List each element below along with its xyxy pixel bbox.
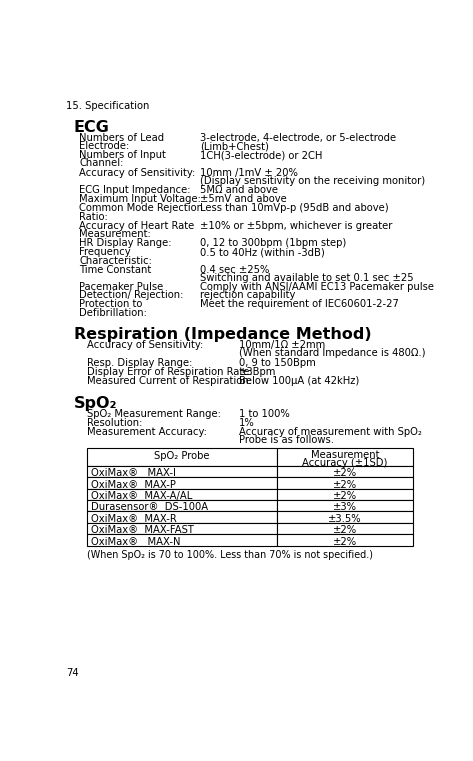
Text: Display Error of Respiration Rate:: Display Error of Respiration Rate: <box>87 367 252 377</box>
Text: Resp. Display Range:: Resp. Display Range: <box>87 358 192 368</box>
Text: Measurement: Measurement <box>311 450 379 460</box>
Text: SpO₂ Measurement Range:: SpO₂ Measurement Range: <box>87 409 220 419</box>
Text: 74: 74 <box>66 668 79 678</box>
Text: Detection/ Rejection:: Detection/ Rejection: <box>79 290 184 300</box>
Text: (When standard Impedance is 480Ω.): (When standard Impedance is 480Ω.) <box>239 349 425 358</box>
Text: Probe is as follows.: Probe is as follows. <box>239 435 334 445</box>
FancyBboxPatch shape <box>277 500 413 511</box>
FancyBboxPatch shape <box>87 500 277 511</box>
FancyBboxPatch shape <box>87 534 277 546</box>
Text: OxiMax®  MAX-R: OxiMax® MAX-R <box>91 514 177 524</box>
Text: Accuracy of measurement with SpO₂: Accuracy of measurement with SpO₂ <box>239 428 421 438</box>
Text: HR Display Range:: HR Display Range: <box>79 238 172 248</box>
Text: Channel:: Channel: <box>79 158 123 168</box>
Text: 0, 12 to 300bpm (1bpm step): 0, 12 to 300bpm (1bpm step) <box>200 238 347 248</box>
Text: Durasensor®  DS-100A: Durasensor® DS-100A <box>91 502 208 512</box>
Text: Respiration (Impedance Method): Respiration (Impedance Method) <box>74 327 371 342</box>
Text: 3-electrode, 4-electrode, or 5-electrode: 3-electrode, 4-electrode, or 5-electrode <box>200 133 396 143</box>
Text: OxiMax®  MAX-P: OxiMax® MAX-P <box>91 479 176 489</box>
Text: Less than 10mVp-p (95dB and above): Less than 10mVp-p (95dB and above) <box>200 203 389 214</box>
Text: Numbers of Lead: Numbers of Lead <box>79 133 165 143</box>
FancyBboxPatch shape <box>277 466 413 477</box>
Text: Pacemaker Pulse: Pacemaker Pulse <box>79 282 164 292</box>
Text: ±2%: ±2% <box>333 537 357 546</box>
Text: Characteristic:: Characteristic: <box>79 256 152 266</box>
Text: ±3.5%: ±3.5% <box>328 514 362 524</box>
Text: (When SpO₂ is 70 to 100%. Less than 70% is not specified.): (When SpO₂ is 70 to 100%. Less than 70% … <box>87 550 373 560</box>
Text: ±2%: ±2% <box>333 491 357 501</box>
Text: OxiMax®  MAX-FAST: OxiMax® MAX-FAST <box>91 525 194 535</box>
Text: ±2%: ±2% <box>333 468 357 478</box>
Text: Accuracy of Sensitivity:: Accuracy of Sensitivity: <box>87 340 203 350</box>
Text: OxiMax®   MAX-N: OxiMax® MAX-N <box>91 537 181 546</box>
FancyBboxPatch shape <box>87 448 277 466</box>
Text: Measurement:: Measurement: <box>79 229 151 239</box>
Text: 0.4 sec ±25%: 0.4 sec ±25% <box>200 265 270 275</box>
FancyBboxPatch shape <box>87 511 277 523</box>
Text: ECG: ECG <box>74 120 110 135</box>
Text: Common Mode Rejection: Common Mode Rejection <box>79 203 203 214</box>
Text: Accuracy (±1SD): Accuracy (±1SD) <box>302 458 388 468</box>
Text: (Display sensitivity on the receiving monitor): (Display sensitivity on the receiving mo… <box>200 176 425 186</box>
FancyBboxPatch shape <box>277 511 413 523</box>
Text: ±3%: ±3% <box>333 502 357 512</box>
Text: Below 100μA (at 42kHz): Below 100μA (at 42kHz) <box>239 376 359 386</box>
Text: 1 to 100%: 1 to 100% <box>239 409 289 419</box>
Text: ±2%: ±2% <box>333 525 357 535</box>
FancyBboxPatch shape <box>277 448 413 466</box>
Text: Accuracy of Sensitivity:: Accuracy of Sensitivity: <box>79 167 195 177</box>
Text: 0.5 to 40Hz (within -3dB): 0.5 to 40Hz (within -3dB) <box>200 247 325 257</box>
Text: 5MΩ and above: 5MΩ and above <box>200 185 278 195</box>
Text: Measured Current of Respiration:: Measured Current of Respiration: <box>87 376 252 386</box>
FancyBboxPatch shape <box>87 477 277 489</box>
Text: ±5mV and above: ±5mV and above <box>200 194 287 204</box>
Text: (Limb+Chest): (Limb+Chest) <box>200 141 269 151</box>
Text: Numbers of Input: Numbers of Input <box>79 150 166 161</box>
Text: Electrode:: Electrode: <box>79 141 130 151</box>
Text: Time Constant: Time Constant <box>79 265 151 275</box>
Text: ±3Bpm: ±3Bpm <box>239 367 276 377</box>
FancyBboxPatch shape <box>87 466 277 477</box>
Text: Resolution:: Resolution: <box>87 418 142 428</box>
Text: 1CH(3-electrode) or 2CH: 1CH(3-electrode) or 2CH <box>200 150 323 161</box>
Text: 15. Specification: 15. Specification <box>66 101 149 111</box>
FancyBboxPatch shape <box>87 489 277 500</box>
FancyBboxPatch shape <box>277 523 413 534</box>
Text: rejection capability: rejection capability <box>200 290 296 300</box>
Text: Meet the requirement of IEC60601-2-27: Meet the requirement of IEC60601-2-27 <box>200 300 399 310</box>
Text: ±2%: ±2% <box>333 479 357 489</box>
FancyBboxPatch shape <box>277 477 413 489</box>
Text: SpO₂: SpO₂ <box>74 396 117 411</box>
Text: Accuracy of Heart Rate: Accuracy of Heart Rate <box>79 221 194 231</box>
Text: 1%: 1% <box>239 418 254 428</box>
Text: Comply with ANSI/AAMI EC13 Pacemaker pulse: Comply with ANSI/AAMI EC13 Pacemaker pul… <box>200 282 434 292</box>
Text: Frequency: Frequency <box>79 247 131 257</box>
Text: Maximum Input Voltage:: Maximum Input Voltage: <box>79 194 201 204</box>
Text: 0, 9 to 150Bpm: 0, 9 to 150Bpm <box>239 358 315 368</box>
FancyBboxPatch shape <box>87 523 277 534</box>
Text: ±10% or ±5bpm, whichever is greater: ±10% or ±5bpm, whichever is greater <box>200 221 393 231</box>
Text: ECG Input Impedance:: ECG Input Impedance: <box>79 185 191 195</box>
Text: Switching and available to set 0.1 sec ±25: Switching and available to set 0.1 sec ±… <box>200 273 414 283</box>
Text: OxiMax®   MAX-I: OxiMax® MAX-I <box>91 468 176 478</box>
Text: 10mm/1Ω ±2mm: 10mm/1Ω ±2mm <box>239 340 325 350</box>
Text: OxiMax®  MAX-A/AL: OxiMax® MAX-A/AL <box>91 491 192 501</box>
Text: SpO₂ Probe: SpO₂ Probe <box>154 451 210 461</box>
Text: Defibrillation:: Defibrillation: <box>79 307 147 317</box>
Text: 10mm /1mV ± 20%: 10mm /1mV ± 20% <box>200 167 298 177</box>
Text: Protection to: Protection to <box>79 300 143 310</box>
FancyBboxPatch shape <box>277 534 413 546</box>
Text: Measurement Accuracy:: Measurement Accuracy: <box>87 428 207 438</box>
Text: Ratio:: Ratio: <box>79 212 108 221</box>
FancyBboxPatch shape <box>277 489 413 500</box>
